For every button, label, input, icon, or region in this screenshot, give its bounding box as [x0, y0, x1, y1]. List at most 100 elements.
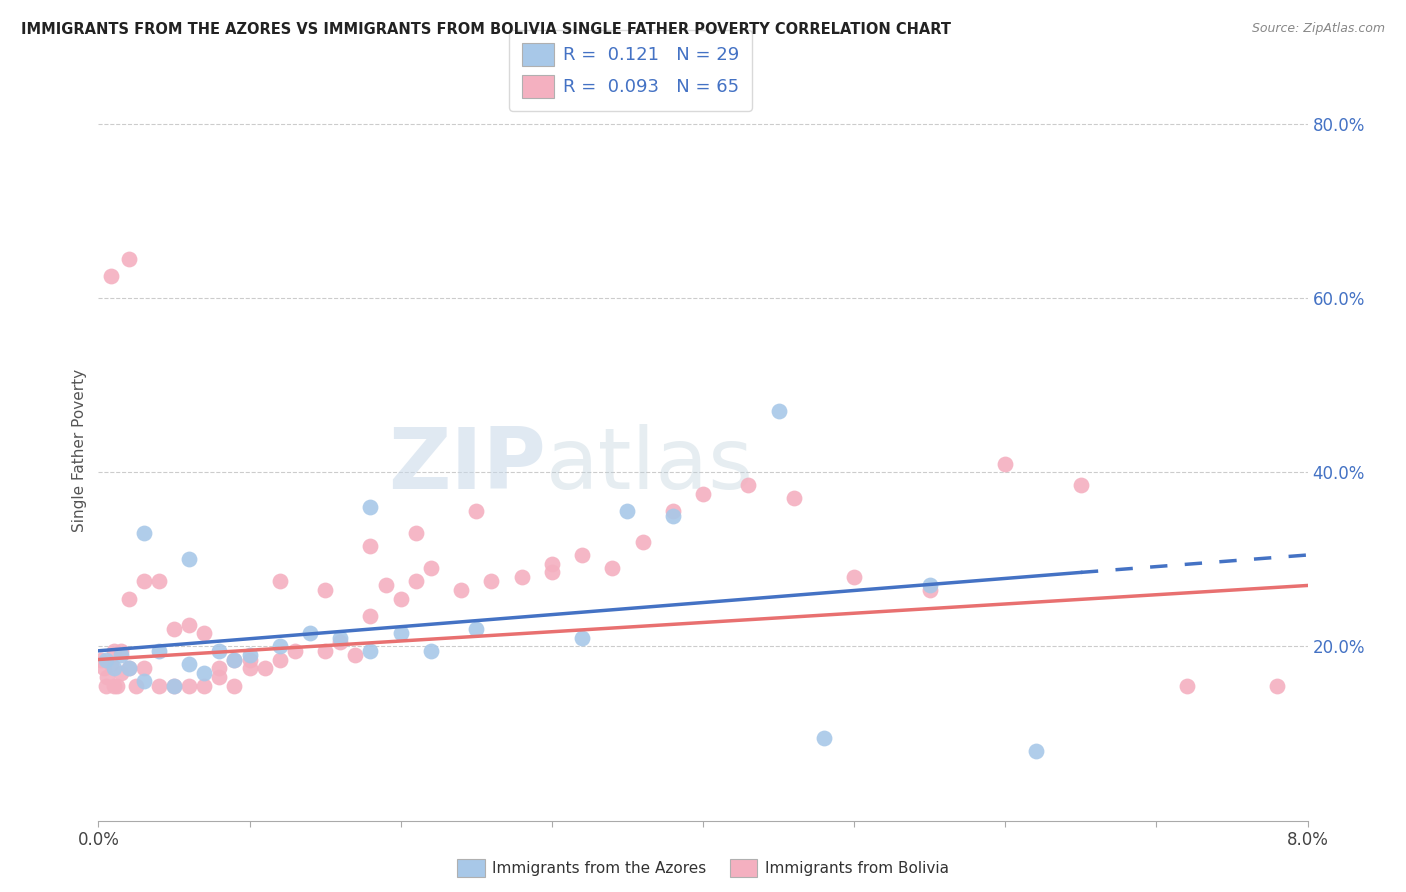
Point	[1175, 679, 1198, 693]
Point	[179, 679, 201, 693]
Point	[163, 679, 186, 693]
Point	[329, 635, 352, 649]
Point	[163, 622, 186, 636]
Point	[239, 648, 262, 662]
Point	[118, 252, 141, 266]
Point	[571, 631, 593, 645]
Point	[314, 582, 336, 597]
Point	[179, 552, 201, 566]
Point	[239, 661, 262, 675]
Point	[918, 578, 941, 592]
Point	[360, 609, 382, 624]
Point	[465, 504, 488, 518]
Point	[540, 566, 562, 580]
Point	[148, 574, 170, 588]
Point	[208, 661, 231, 675]
Point	[269, 640, 291, 654]
Point	[510, 570, 533, 584]
Point	[118, 661, 141, 675]
Point	[100, 657, 122, 671]
Point	[193, 665, 215, 680]
Point	[239, 652, 262, 666]
Point	[208, 670, 231, 684]
Text: atlas: atlas	[546, 424, 754, 507]
Point	[100, 269, 122, 284]
Point	[299, 626, 322, 640]
Point	[844, 570, 866, 584]
Point	[132, 674, 155, 689]
Point	[360, 644, 382, 658]
Point	[405, 526, 427, 541]
Point	[329, 631, 352, 645]
Point	[314, 644, 336, 658]
Point	[208, 644, 231, 658]
Point	[179, 617, 201, 632]
Point	[103, 644, 125, 658]
Point	[465, 622, 488, 636]
Point	[253, 661, 276, 675]
Y-axis label: Single Father Poverty: Single Father Poverty	[72, 369, 87, 532]
Point	[481, 574, 503, 588]
Point	[420, 561, 443, 575]
Point	[132, 526, 155, 541]
Point	[918, 582, 941, 597]
Point	[1267, 679, 1289, 693]
Text: ZIP: ZIP	[388, 424, 546, 507]
Text: IMMIGRANTS FROM THE AZORES VS IMMIGRANTS FROM BOLIVIA SINGLE FATHER POVERTY CORR: IMMIGRANTS FROM THE AZORES VS IMMIGRANTS…	[21, 22, 950, 37]
Point	[783, 491, 806, 506]
Point	[132, 574, 155, 588]
Legend: Immigrants from the Azores, Immigrants from Bolivia: Immigrants from the Azores, Immigrants f…	[450, 852, 956, 884]
Point	[450, 582, 472, 597]
Point	[193, 626, 215, 640]
Point	[94, 679, 117, 693]
Point	[224, 679, 246, 693]
Point	[813, 731, 835, 745]
Point	[118, 661, 141, 675]
Point	[105, 679, 128, 693]
Point	[284, 644, 307, 658]
Text: Source: ZipAtlas.com: Source: ZipAtlas.com	[1251, 22, 1385, 36]
Point	[93, 661, 115, 675]
Point	[768, 404, 790, 418]
Point	[110, 648, 132, 662]
Point	[90, 652, 112, 666]
Point	[616, 504, 638, 518]
Point	[269, 652, 291, 666]
Point	[360, 500, 382, 514]
Point	[148, 644, 170, 658]
Point	[602, 561, 624, 575]
Point	[405, 574, 427, 588]
Point	[420, 644, 443, 658]
Point	[540, 557, 562, 571]
Point	[110, 665, 132, 680]
Point	[1070, 478, 1092, 492]
Point	[163, 679, 186, 693]
Point	[193, 679, 215, 693]
Point	[103, 661, 125, 675]
Legend: R =  0.121   N = 29, R =  0.093   N = 65: R = 0.121 N = 29, R = 0.093 N = 65	[509, 30, 752, 111]
Point	[571, 548, 593, 562]
Point	[1025, 744, 1047, 758]
Point	[224, 652, 246, 666]
Point	[661, 504, 683, 518]
Point	[96, 670, 118, 684]
Point	[389, 591, 412, 606]
Point	[224, 652, 246, 666]
Point	[661, 508, 683, 523]
Point	[94, 652, 117, 666]
Point	[125, 679, 148, 693]
Point	[374, 578, 396, 592]
Point	[179, 657, 201, 671]
Point	[994, 457, 1017, 471]
Point	[132, 661, 155, 675]
Point	[344, 648, 367, 662]
Point	[360, 539, 382, 553]
Point	[110, 644, 132, 658]
Point	[692, 487, 714, 501]
Point	[118, 591, 141, 606]
Point	[631, 535, 654, 549]
Point	[103, 679, 125, 693]
Point	[269, 574, 291, 588]
Point	[148, 679, 170, 693]
Point	[737, 478, 759, 492]
